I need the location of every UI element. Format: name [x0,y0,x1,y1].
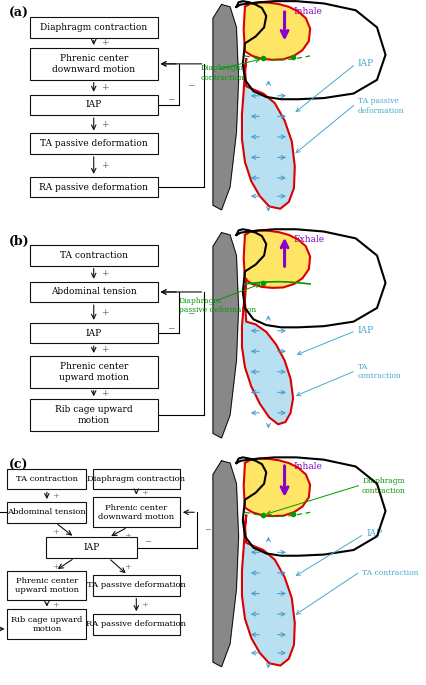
Text: Diaphragm contraction: Diaphragm contraction [40,23,147,32]
Text: −: − [167,323,174,332]
Text: Abdominal tension: Abdominal tension [8,508,86,516]
Text: +: + [101,83,108,92]
FancyBboxPatch shape [8,571,86,600]
Text: (b): (b) [9,235,29,248]
Polygon shape [242,60,295,209]
Text: −: − [167,95,174,103]
Text: Inhale: Inhale [293,7,322,16]
Text: TA passive
deformation: TA passive deformation [358,97,404,114]
Text: Rib cage upward
motion: Rib cage upward motion [55,406,132,425]
Text: +: + [52,527,59,536]
Text: +: + [101,38,108,47]
Text: IAP: IAP [358,60,374,68]
Text: TA passive deformation: TA passive deformation [87,582,186,590]
Text: Diaphragm
contraction: Diaphragm contraction [362,477,406,495]
FancyBboxPatch shape [8,502,86,523]
FancyBboxPatch shape [93,575,180,596]
Text: +: + [101,308,108,317]
FancyBboxPatch shape [8,469,86,489]
Text: Diaphragm contraction: Diaphragm contraction [87,475,185,483]
Text: Exhale: Exhale [293,235,324,244]
Text: +: + [101,345,108,354]
FancyBboxPatch shape [30,134,158,154]
Text: +: + [52,563,59,571]
Text: Rib cage upward
motion: Rib cage upward motion [11,616,83,633]
Text: +: + [52,601,59,609]
Text: Phrenic center
downward motion: Phrenic center downward motion [98,503,174,521]
Polygon shape [213,461,239,667]
Polygon shape [242,279,293,424]
Text: +: + [101,269,108,278]
Text: Inhale: Inhale [294,462,323,471]
Text: +: + [52,492,59,499]
Text: (a): (a) [9,7,29,20]
Text: −: − [187,80,195,89]
Text: Phrenic center
downward motion: Phrenic center downward motion [52,54,135,73]
FancyBboxPatch shape [93,614,180,635]
Text: (c): (c) [9,458,28,471]
Text: Phrenic center
upward motion: Phrenic center upward motion [59,362,129,382]
FancyBboxPatch shape [8,610,86,639]
Text: TA
contraction: TA contraction [358,363,402,380]
FancyBboxPatch shape [93,497,180,527]
Text: TA passive deformation: TA passive deformation [40,139,147,148]
Text: −: − [144,538,152,546]
FancyBboxPatch shape [30,245,158,266]
Text: Phrenic center
upward motion: Phrenic center upward motion [15,577,79,594]
Polygon shape [213,5,239,210]
FancyBboxPatch shape [30,399,158,431]
Text: IAP: IAP [358,326,374,335]
FancyBboxPatch shape [30,356,158,388]
Text: IAP: IAP [366,530,383,538]
Text: −: − [204,526,211,534]
FancyBboxPatch shape [46,538,137,558]
Text: +: + [101,389,108,398]
Text: Diaphragm
passive deformation: Diaphragm passive deformation [179,297,256,314]
Polygon shape [244,230,310,288]
Text: IAP: IAP [86,329,102,338]
FancyBboxPatch shape [30,48,158,80]
Text: TA contraction: TA contraction [362,569,419,577]
FancyBboxPatch shape [30,17,158,38]
Text: +: + [124,563,131,571]
Text: +: + [141,489,148,497]
Text: IAP: IAP [83,543,100,552]
Text: Abdominal tension: Abdominal tension [51,288,137,297]
FancyBboxPatch shape [30,323,158,343]
Text: TA contraction: TA contraction [16,475,78,483]
Text: +: + [101,120,108,129]
Text: TA contraction: TA contraction [60,251,128,260]
Text: IAP: IAP [86,101,102,110]
FancyBboxPatch shape [30,282,158,302]
FancyBboxPatch shape [93,469,180,489]
Text: −: − [187,308,195,317]
Polygon shape [244,458,310,516]
Text: Diaphragm
contraction: Diaphragm contraction [200,64,244,82]
FancyBboxPatch shape [30,177,158,197]
Polygon shape [244,2,310,60]
Polygon shape [213,233,239,438]
Text: +: + [124,532,131,540]
FancyBboxPatch shape [30,95,158,115]
Text: +: + [141,601,148,609]
Text: RA passive deformation: RA passive deformation [86,621,186,628]
Text: RA passive deformation: RA passive deformation [39,182,148,192]
Text: +: + [101,161,108,170]
Polygon shape [242,516,295,666]
